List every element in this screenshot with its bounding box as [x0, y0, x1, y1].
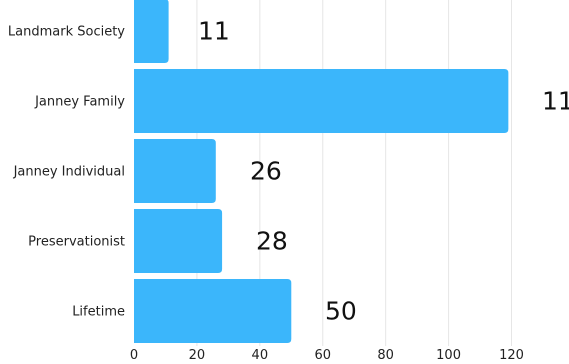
- x-tick-label: 0: [130, 348, 138, 363]
- labels: 0 20 40 60 80 100 120 Landmark Society 11 Janney …: [8, 17, 569, 364]
- x-tick-label: 80: [377, 348, 394, 363]
- bar: [134, 209, 223, 273]
- x-tick-label: 40: [252, 348, 269, 363]
- data-label: 28: [256, 227, 288, 256]
- x-tick-label: 100: [436, 348, 461, 363]
- x-tick-label: 20: [189, 348, 206, 363]
- category-label: Janney Individual: [13, 165, 125, 180]
- bar: [134, 279, 292, 343]
- x-tick-label: 120: [499, 348, 524, 363]
- bar: [134, 69, 509, 133]
- bars: [134, 0, 509, 343]
- category-label: Lifetime: [72, 305, 125, 320]
- bar: [134, 0, 169, 63]
- data-label: 119: [542, 87, 569, 116]
- data-label: 11: [198, 17, 230, 46]
- category-label: Landmark Society: [8, 25, 125, 40]
- category-label: Preservationist: [28, 235, 125, 250]
- data-label: 26: [250, 157, 282, 186]
- x-tick-label: 60: [314, 348, 331, 363]
- data-label: 50: [325, 297, 357, 326]
- category-label: Janney Family: [34, 95, 125, 110]
- bar: [134, 139, 216, 203]
